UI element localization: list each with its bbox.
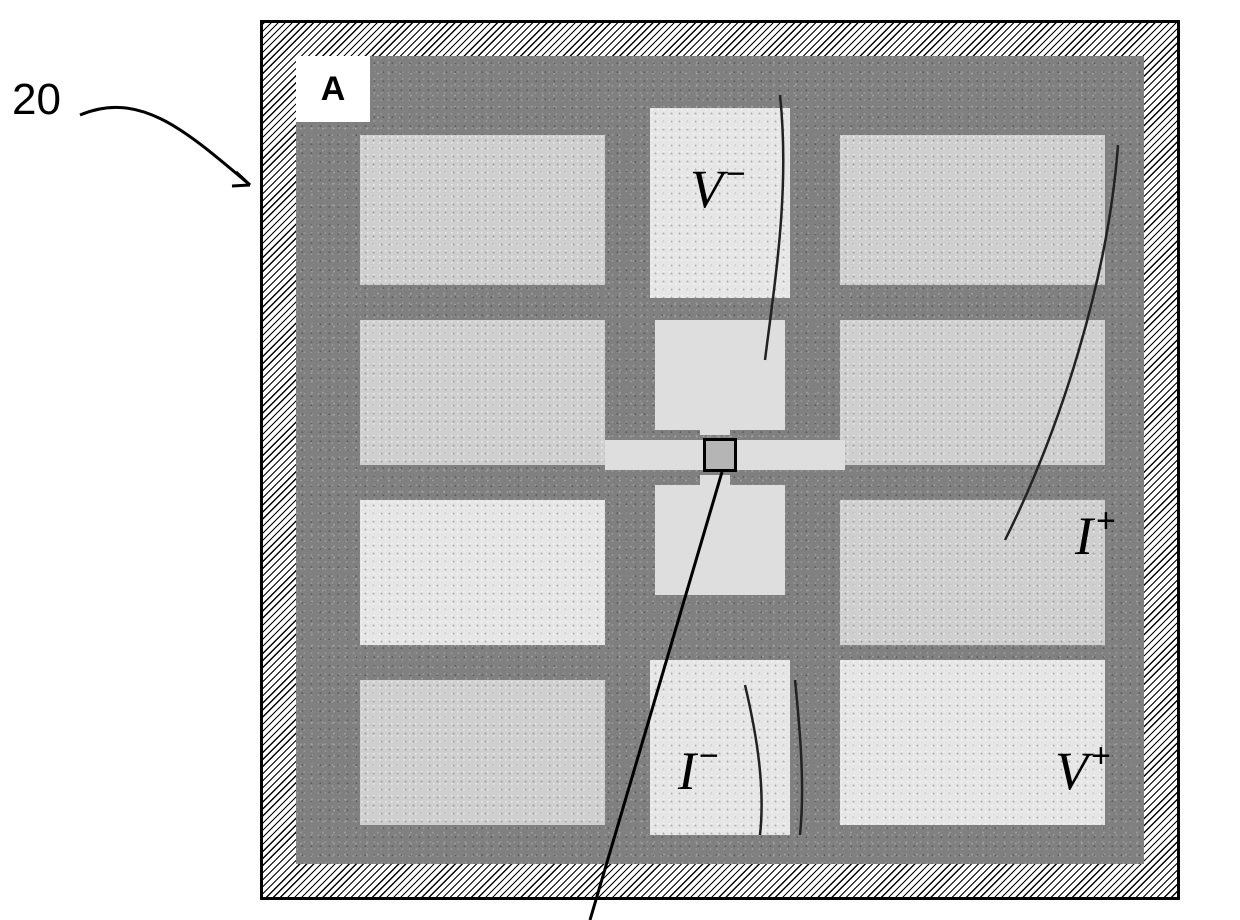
label-V-minus-sup: −	[726, 155, 746, 193]
label-V-minus: V−	[690, 158, 743, 220]
label-V-plus-base: V	[1055, 741, 1088, 801]
figure-panel-a: A V− I+ I− V+	[260, 20, 1180, 900]
label-I-minus-sup: −	[699, 737, 719, 775]
label-I-plus: I+	[1075, 505, 1113, 567]
label-I-plus-base: I	[1075, 506, 1093, 566]
label-I-plus-sup: +	[1096, 502, 1116, 540]
label-V-plus: V+	[1055, 740, 1108, 802]
label-V-plus-sup: +	[1091, 737, 1111, 775]
zoom-leader-line	[260, 20, 1180, 920]
label-V-minus-base: V	[690, 159, 723, 219]
label-I-minus: I−	[678, 740, 716, 802]
label-I-minus-base: I	[678, 741, 696, 801]
leader-curve-20	[0, 0, 300, 260]
